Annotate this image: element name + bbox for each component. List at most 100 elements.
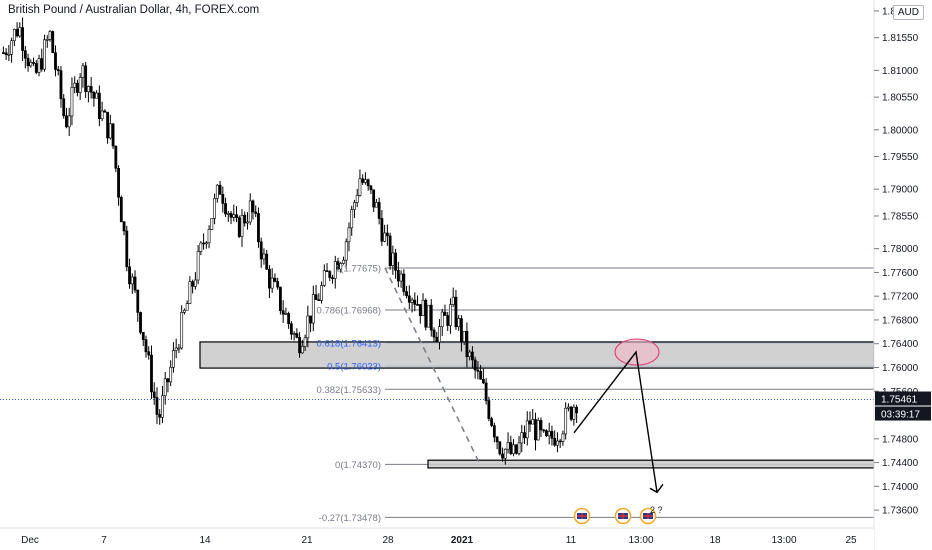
candle-bull (215, 184, 219, 199)
candle-bear (523, 432, 526, 439)
time-axis[interactable]: Dec 7 14 21 28 2021 11 13:00 18 13:00 25 (21, 535, 857, 546)
candle-bull (204, 242, 208, 245)
fib-level-label: 1(1.77675) (335, 263, 381, 274)
event-markers[interactable]: 2 ? (573, 505, 663, 525)
candle-bear (473, 359, 477, 371)
candle-bear (76, 82, 79, 93)
candle-bear (509, 442, 513, 454)
candle-bear (128, 266, 131, 285)
time-tick-label: 13:00 (628, 535, 653, 546)
candle-bear (268, 268, 271, 289)
candle-bull (457, 318, 461, 328)
candle-bear (298, 337, 302, 354)
candle-bear (278, 286, 282, 311)
price-tick-label: 1.81000 (882, 66, 919, 77)
candle-bull (226, 213, 230, 215)
candle-bull (207, 229, 211, 244)
candle-bear (51, 31, 55, 53)
price-tick-label: 1.74400 (882, 458, 919, 469)
candle-bear (84, 65, 88, 92)
candle-bear (435, 336, 439, 343)
price-tick-label: 1.78000 (882, 244, 919, 255)
candle-bear (273, 277, 277, 282)
candle-bull (517, 442, 521, 454)
candle-bear (495, 436, 499, 443)
candle-bull (163, 378, 167, 397)
candle-bear (65, 115, 68, 128)
candle-bear (235, 214, 238, 219)
candle-bull (213, 198, 216, 219)
candle-bull (78, 77, 82, 93)
time-tick-label: 21 (301, 535, 313, 546)
candle-bear (152, 391, 156, 398)
candle-bull (185, 303, 189, 311)
candle-bull (12, 29, 16, 42)
candle-bear (501, 453, 504, 459)
candle-bull (468, 351, 472, 357)
candle-bull (520, 432, 524, 444)
time-tick-label: 18 (709, 535, 721, 546)
candle-bear (221, 194, 225, 204)
candle-bear (26, 57, 30, 67)
candle-bear (92, 91, 96, 99)
price-tick-label: 1.74800 (882, 434, 919, 445)
price-tick-label: 1.74000 (882, 482, 919, 493)
candle-bull (248, 200, 252, 223)
price-tick-label: 1.79000 (882, 185, 919, 196)
candle-bear (575, 406, 579, 414)
price-tick-label: 1.77600 (882, 268, 919, 279)
projection-line (573, 350, 658, 493)
candle-bear (21, 27, 24, 51)
candle-bear (265, 253, 269, 270)
candle-bear (4, 52, 8, 55)
candle-bull (29, 62, 33, 67)
candle-bear (380, 218, 384, 242)
fib-level-label: 0(1.74370) (335, 460, 381, 471)
candle-bull (262, 253, 266, 260)
candle-bear (158, 414, 162, 418)
candle-bull (342, 259, 345, 264)
candle-bull (240, 214, 244, 237)
candle-bear (89, 86, 93, 93)
candle-bear (366, 179, 370, 187)
candle-bear (243, 214, 247, 224)
candle-bull (43, 39, 46, 70)
candle-bull (246, 221, 249, 224)
candle-bull (320, 285, 323, 301)
candle-bear (446, 315, 450, 326)
candle-bull (333, 261, 337, 279)
candle-bear (539, 420, 543, 431)
candle-bear (396, 270, 400, 282)
last-price-value: 1.75461 (881, 395, 918, 406)
price-tags: 1.75461 03:39:17 (875, 391, 931, 421)
candle-bull (525, 420, 529, 439)
candle-bear (479, 370, 483, 380)
candle-bull (462, 330, 466, 342)
candle-bear (254, 211, 258, 214)
candle-bull (95, 92, 99, 99)
candle-bear (454, 296, 458, 328)
candle-bull (37, 58, 41, 73)
candle-bear (1, 52, 5, 54)
candle-bull (391, 252, 395, 266)
candle-bear (317, 299, 321, 302)
candle-bear (402, 273, 406, 292)
candle-bear (465, 330, 469, 357)
candle-bull (183, 309, 186, 313)
candle-bull (503, 448, 507, 459)
candle-bull (449, 304, 452, 326)
candle-bear (490, 418, 494, 426)
candle-bull (306, 315, 310, 339)
candle-bear (54, 52, 57, 70)
fib-level-label: 0.786(1.76968) (317, 305, 381, 316)
candle-bull (322, 270, 326, 286)
candle-bull (270, 277, 274, 289)
candle-bear (139, 312, 142, 333)
candle-bear (550, 431, 554, 439)
currency-badge[interactable]: AUD (892, 5, 924, 20)
candle-bull (300, 346, 304, 354)
candle-bull (564, 407, 568, 435)
candle-bear (424, 299, 428, 328)
candle-bull (512, 444, 515, 454)
